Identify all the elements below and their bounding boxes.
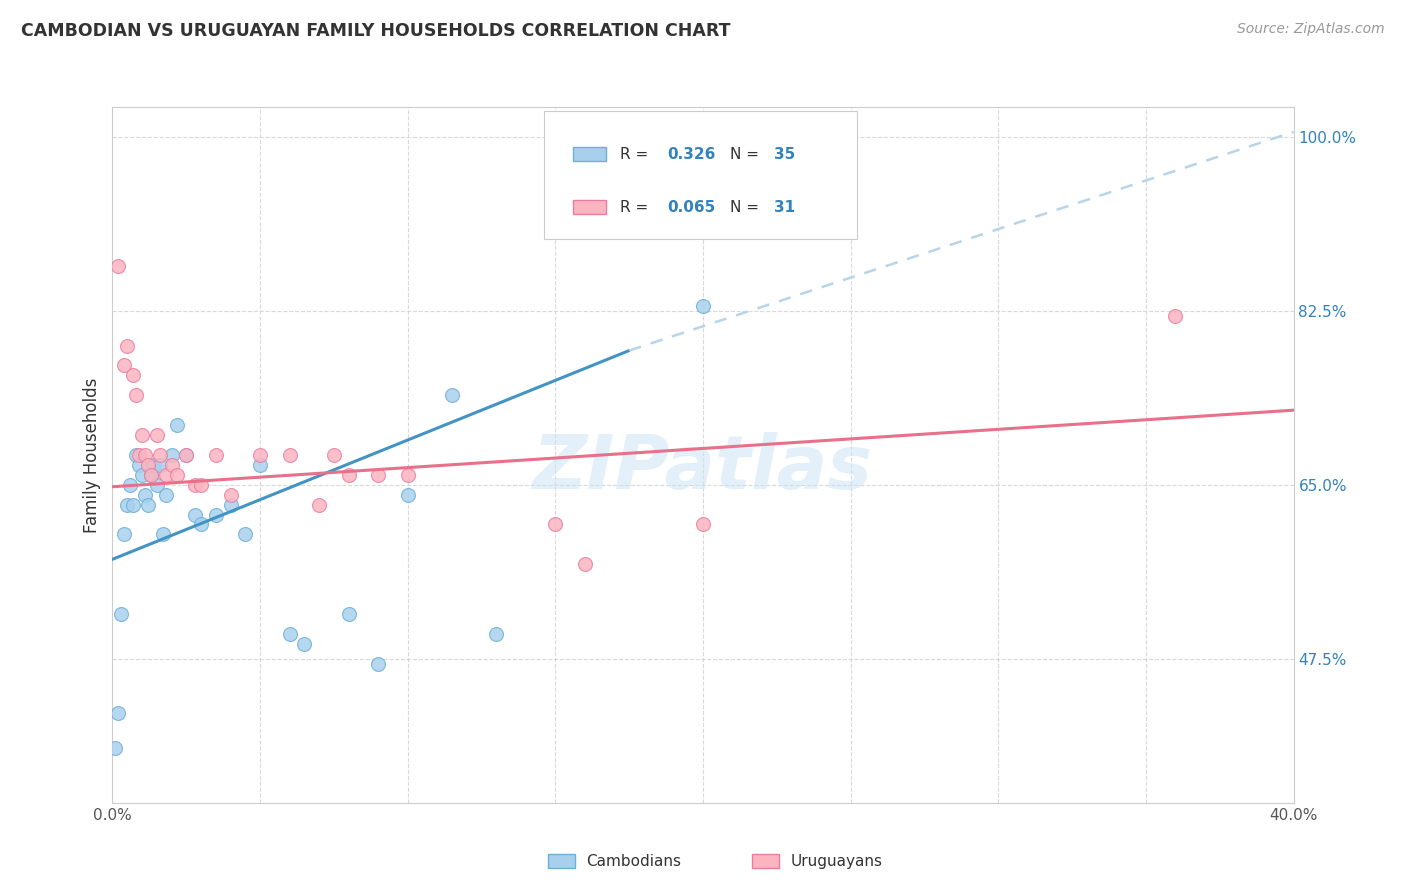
Point bbox=[184, 508, 207, 522]
Point bbox=[205, 508, 228, 522]
Text: 0.326: 0.326 bbox=[668, 146, 716, 161]
Point bbox=[131, 467, 153, 482]
Point bbox=[692, 299, 714, 313]
Point bbox=[110, 607, 132, 621]
Point bbox=[112, 359, 135, 373]
Point bbox=[485, 627, 508, 641]
Point bbox=[146, 477, 169, 491]
Text: R =: R = bbox=[620, 146, 654, 161]
Point bbox=[174, 448, 197, 462]
Point bbox=[166, 467, 188, 482]
Point bbox=[249, 458, 271, 472]
Point bbox=[107, 706, 129, 721]
Point bbox=[337, 607, 360, 621]
Text: N =: N = bbox=[730, 200, 763, 214]
Point bbox=[125, 388, 148, 402]
Point bbox=[367, 467, 389, 482]
FancyBboxPatch shape bbox=[544, 111, 856, 239]
Point bbox=[155, 488, 177, 502]
Text: CAMBODIAN VS URUGUAYAN FAMILY HOUSEHOLDS CORRELATION CHART: CAMBODIAN VS URUGUAYAN FAMILY HOUSEHOLDS… bbox=[21, 22, 731, 40]
Point bbox=[174, 448, 197, 462]
Point bbox=[120, 477, 142, 491]
Point bbox=[219, 498, 242, 512]
Point bbox=[122, 498, 145, 512]
Point bbox=[112, 527, 135, 541]
Point bbox=[149, 448, 172, 462]
Point bbox=[184, 477, 207, 491]
Point bbox=[117, 498, 138, 512]
Point bbox=[134, 488, 156, 502]
Point bbox=[139, 467, 162, 482]
Point bbox=[249, 448, 271, 462]
Point bbox=[166, 418, 188, 433]
Point bbox=[323, 448, 346, 462]
Text: R =: R = bbox=[620, 200, 654, 214]
Point bbox=[278, 448, 301, 462]
Point bbox=[125, 448, 148, 462]
Point bbox=[278, 627, 301, 641]
Point bbox=[233, 527, 256, 541]
Point bbox=[139, 467, 162, 482]
Point bbox=[136, 498, 159, 512]
Point bbox=[190, 477, 212, 491]
Point bbox=[308, 498, 330, 512]
Point bbox=[292, 637, 315, 651]
Point bbox=[219, 488, 242, 502]
Text: 35: 35 bbox=[773, 146, 796, 161]
Point bbox=[574, 558, 596, 572]
Text: Cambodians: Cambodians bbox=[586, 855, 682, 869]
Point bbox=[396, 467, 419, 482]
Point bbox=[146, 428, 169, 442]
Point bbox=[122, 368, 145, 383]
Text: Uruguayans: Uruguayans bbox=[790, 855, 883, 869]
Point bbox=[149, 458, 172, 472]
Text: 0.065: 0.065 bbox=[668, 200, 716, 214]
Point bbox=[152, 527, 174, 541]
Point bbox=[337, 467, 360, 482]
Point bbox=[131, 428, 153, 442]
Text: N =: N = bbox=[730, 146, 763, 161]
Point bbox=[441, 388, 464, 402]
Point bbox=[117, 338, 138, 352]
Y-axis label: Family Households: Family Households bbox=[83, 377, 101, 533]
Point bbox=[155, 467, 177, 482]
Point bbox=[544, 517, 567, 532]
Point bbox=[107, 259, 129, 273]
Point bbox=[367, 657, 389, 671]
Point bbox=[190, 517, 212, 532]
Point bbox=[396, 488, 419, 502]
Point bbox=[134, 448, 156, 462]
FancyBboxPatch shape bbox=[574, 200, 606, 214]
Point bbox=[136, 458, 159, 472]
Point bbox=[142, 458, 165, 472]
Point bbox=[1164, 309, 1187, 323]
Point bbox=[104, 741, 127, 756]
Point bbox=[128, 448, 150, 462]
Point bbox=[692, 517, 714, 532]
Point bbox=[128, 458, 150, 472]
Text: ZIPatlas: ZIPatlas bbox=[533, 433, 873, 506]
Point bbox=[160, 448, 183, 462]
FancyBboxPatch shape bbox=[574, 147, 606, 161]
Point bbox=[160, 458, 183, 472]
Point bbox=[205, 448, 228, 462]
Text: 31: 31 bbox=[773, 200, 794, 214]
Text: Source: ZipAtlas.com: Source: ZipAtlas.com bbox=[1237, 22, 1385, 37]
